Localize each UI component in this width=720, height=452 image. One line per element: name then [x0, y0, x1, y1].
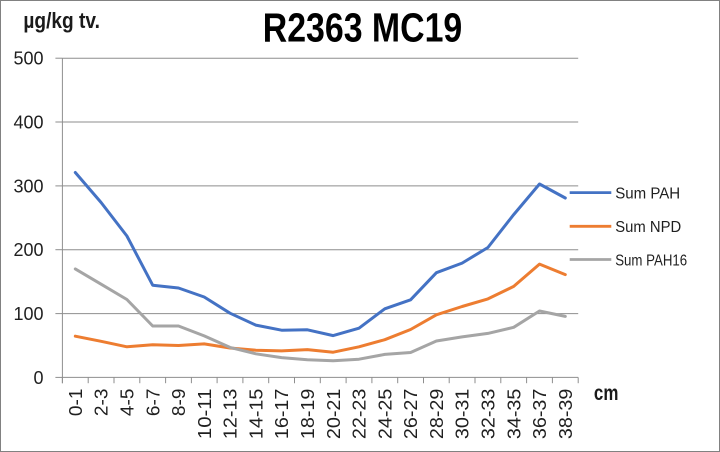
svg-text:cm: cm	[594, 382, 619, 405]
svg-text:0-1: 0-1	[66, 389, 86, 417]
svg-text:8-9: 8-9	[169, 389, 189, 417]
svg-text:300: 300	[13, 176, 43, 196]
svg-text:4-5: 4-5	[118, 389, 138, 417]
svg-text:18-19: 18-19	[298, 389, 318, 440]
svg-text:30-31: 30-31	[453, 389, 473, 440]
svg-text:10-11: 10-11	[195, 389, 215, 440]
svg-text:Sum NPD: Sum NPD	[615, 219, 681, 236]
svg-text:µg/kg tv.: µg/kg tv.	[23, 8, 100, 33]
svg-text:22-23: 22-23	[350, 389, 370, 440]
svg-text:400: 400	[13, 113, 43, 133]
svg-text:500: 500	[13, 49, 43, 69]
svg-text:0: 0	[33, 368, 43, 388]
svg-text:32-33: 32-33	[479, 389, 499, 440]
svg-text:2-3: 2-3	[92, 389, 112, 417]
svg-text:36-37: 36-37	[530, 389, 550, 440]
svg-text:26-27: 26-27	[401, 389, 421, 440]
svg-text:R2363 MC19: R2363 MC19	[263, 5, 463, 51]
svg-text:14-15: 14-15	[246, 389, 266, 440]
svg-text:12-13: 12-13	[221, 389, 241, 440]
svg-text:16-17: 16-17	[272, 389, 292, 440]
svg-text:6-7: 6-7	[143, 389, 163, 417]
svg-text:200: 200	[13, 240, 43, 260]
svg-text:28-29: 28-29	[427, 389, 447, 440]
svg-text:34-35: 34-35	[504, 389, 524, 440]
svg-text:24-25: 24-25	[375, 389, 395, 440]
svg-text:20-21: 20-21	[324, 389, 344, 440]
svg-text:Sum PAH: Sum PAH	[615, 186, 680, 203]
svg-text:Sum PAH16: Sum PAH16	[615, 252, 687, 269]
svg-text:100: 100	[13, 304, 43, 324]
svg-text:38-39: 38-39	[556, 389, 576, 440]
